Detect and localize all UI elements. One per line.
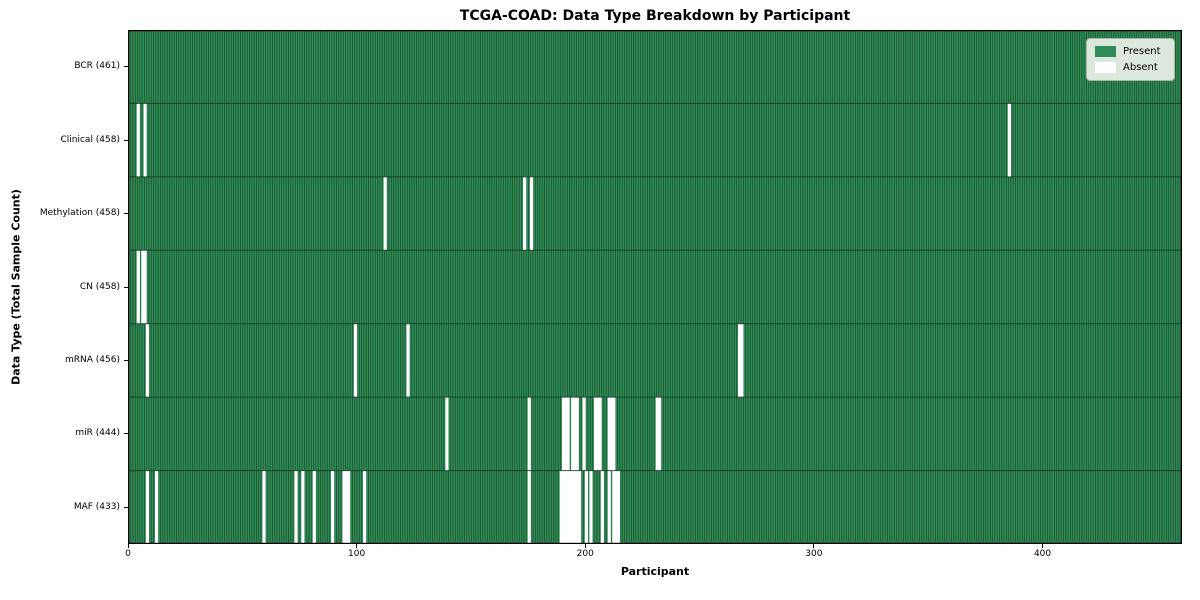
absent-stripe — [143, 250, 147, 324]
absent-stripe — [573, 470, 577, 544]
legend-label-absent: Absent — [1123, 62, 1158, 73]
y-tick-mark — [124, 506, 128, 508]
absent-stripe — [582, 397, 586, 471]
absent-stripe — [342, 470, 346, 544]
x-tick-mark — [356, 544, 358, 548]
absent-stripe — [312, 470, 316, 544]
absent-stripe — [262, 470, 266, 544]
absent-stripe — [577, 470, 582, 544]
y-tick-label: CN (458) — [79, 281, 120, 292]
absent-stripe — [571, 397, 575, 471]
absent-stripe — [738, 323, 742, 398]
absent-stripe — [529, 176, 534, 251]
absent-stripe — [575, 470, 579, 544]
absent-stripe — [347, 470, 351, 544]
x-tick-label: 400 — [1033, 549, 1052, 559]
y-tick-mark — [124, 359, 128, 361]
plot-area — [128, 30, 1182, 544]
absent-stripe — [143, 103, 147, 177]
y-tick-label: MAF (433) — [73, 501, 120, 512]
absent-stripe — [575, 397, 579, 471]
absent-stripe — [383, 176, 387, 251]
y-tick-mark — [124, 66, 128, 68]
absent-stripe — [527, 470, 531, 544]
absent-stripe — [566, 397, 570, 471]
absent-stripe — [141, 250, 145, 324]
absent-stripe — [331, 470, 335, 544]
absent-stripe — [564, 397, 568, 471]
legend: Present Absent — [1086, 38, 1175, 81]
x-tick-mark — [1042, 544, 1044, 548]
x-tick-label: 100 — [348, 549, 366, 559]
y-tick-mark — [124, 286, 128, 288]
absent-stripe — [571, 470, 575, 544]
absent-stripe — [344, 470, 348, 544]
absent-stripe — [154, 470, 159, 544]
y-tick-mark — [124, 139, 128, 141]
x-tick-label: 0 — [125, 549, 131, 559]
absent-stripe — [740, 323, 744, 398]
x-tick-mark — [584, 544, 586, 548]
absent-stripe — [598, 397, 602, 471]
absent-stripe — [136, 250, 140, 324]
absent-stripe — [600, 470, 605, 544]
absent-stripe — [614, 470, 618, 544]
absent-stripe — [573, 397, 577, 471]
absent-stripe — [609, 397, 614, 471]
legend-swatch-absent — [1095, 62, 1116, 73]
y-tick-mark — [124, 433, 128, 435]
absent-stripe — [136, 103, 140, 177]
absent-stripe — [561, 397, 566, 471]
absent-stripe — [406, 323, 410, 398]
absent-stripe — [523, 176, 527, 251]
absent-stripe — [596, 397, 600, 471]
x-tick-mark — [127, 544, 129, 548]
absent-stripe — [353, 323, 358, 398]
absent-stripe — [145, 323, 150, 398]
absent-stripe — [527, 397, 531, 471]
absent-stripe — [1007, 103, 1011, 177]
legend-label-present: Present — [1123, 46, 1161, 57]
absent-stripe — [564, 470, 568, 544]
y-tick-label: mRNA (456) — [65, 354, 120, 365]
absent-stripe — [294, 470, 298, 544]
y-tick-mark — [124, 213, 128, 215]
x-tick-label: 300 — [805, 549, 823, 559]
x-tick-mark — [813, 544, 815, 548]
absent-stripe — [612, 397, 616, 471]
absent-stripe — [584, 470, 589, 544]
y-tick-label: miR (444) — [75, 428, 120, 439]
y-tick-label: Methylation (458) — [39, 208, 120, 219]
x-tick-label: 200 — [576, 549, 594, 559]
absent-stripe — [589, 470, 593, 544]
absent-stripe — [561, 470, 566, 544]
legend-entry-present: Present — [1095, 46, 1166, 57]
absent-stripe — [593, 397, 598, 471]
y-tick-label: Clinical (458) — [60, 134, 120, 145]
absent-stripe — [568, 470, 572, 544]
absent-stripe — [612, 470, 616, 544]
absent-stripe — [301, 470, 305, 544]
absent-stripe — [559, 470, 563, 544]
absent-stripe — [655, 397, 659, 471]
absent-stripe — [616, 470, 621, 544]
absent-stripe — [607, 397, 611, 471]
absent-stripe — [566, 470, 570, 544]
legend-entry-absent: Absent — [1095, 62, 1166, 73]
x-axis-label: Participant — [620, 565, 690, 578]
absent-stripe — [607, 470, 611, 544]
absent-stripe — [145, 470, 150, 544]
y-tick-label: BCR (461) — [74, 61, 120, 72]
absent-stripe — [445, 397, 449, 471]
absent-stripe — [657, 397, 662, 471]
chart-title: TCGA-COAD: Data Type Breakdown by Partic… — [459, 8, 851, 24]
legend-swatch-present — [1095, 46, 1116, 57]
absent-stripe — [363, 470, 367, 544]
presence-matrix — [128, 30, 1182, 544]
